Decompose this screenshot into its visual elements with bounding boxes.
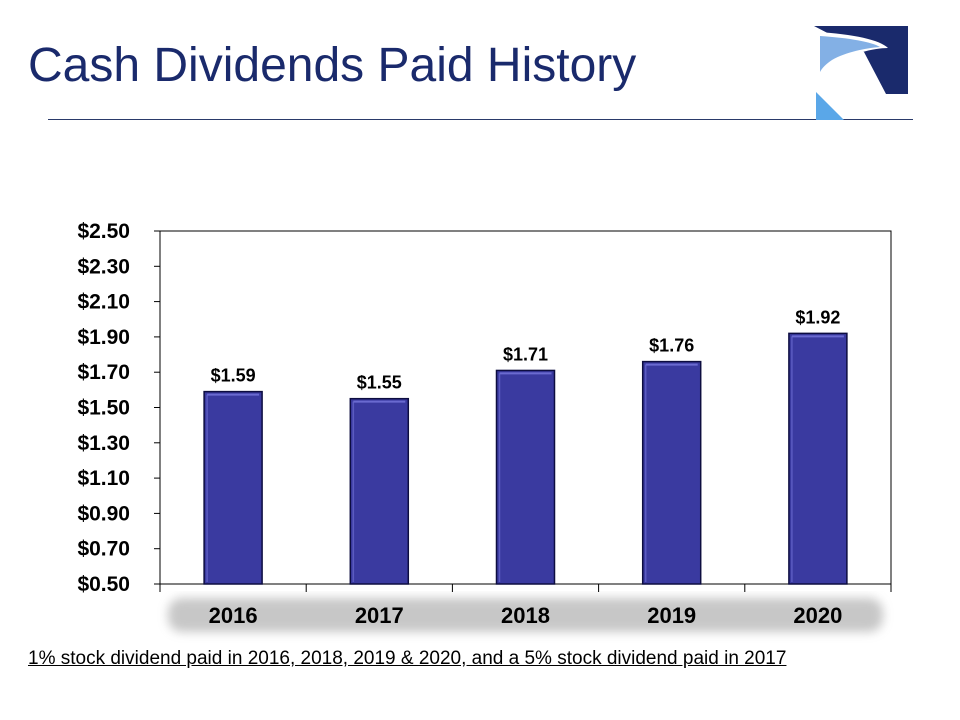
x-axis-shadow: [168, 598, 883, 632]
x-tick-label: 2019: [647, 603, 696, 628]
footnote: 1% stock dividend paid in 2016, 2018, 20…: [28, 648, 787, 669]
page-title: Cash Dividends Paid History: [28, 39, 637, 92]
road-logo-icon: [814, 26, 908, 120]
bar: [349, 397, 410, 585]
bar-2020: $1.92: [788, 307, 848, 585]
y-tick-label: $1.90: [77, 326, 130, 349]
y-tick-label: $1.10: [77, 467, 130, 490]
bars: $1.59 $1.55 $1.71 $1.76 $1.92: [203, 307, 848, 585]
title-divider: [48, 119, 913, 120]
y-tick-label: $2.30: [77, 255, 130, 278]
data-label: $1.71: [503, 344, 548, 364]
y-tick-label: $1.70: [77, 361, 130, 384]
x-axis-shadow-band: [168, 598, 883, 632]
x-tick-label: 2018: [501, 603, 550, 628]
x-tick-label: 2016: [209, 603, 258, 628]
y-tick-label: $1.30: [77, 432, 130, 455]
x-tick-label: 2020: [793, 603, 842, 628]
data-label: $1.59: [211, 366, 256, 386]
bar: [788, 332, 848, 585]
data-label: $1.55: [357, 373, 402, 393]
y-tick-label: $0.50: [77, 573, 130, 596]
y-tick-label: $0.90: [77, 502, 130, 525]
bar-2017: $1.55: [349, 373, 410, 585]
bar: [641, 360, 702, 585]
bar-2016: $1.59: [203, 366, 263, 585]
bar: [203, 390, 263, 585]
y-tick-label: $2.10: [77, 291, 130, 314]
y-tick-label: $1.50: [77, 397, 130, 420]
data-label: $1.92: [795, 307, 840, 327]
x-axis: 2016 2017 2018 2019 2020: [159, 584, 892, 628]
y-axis: $0.50 $0.70 $0.90 $1.10 $1.30 $1.50 $1.70 $1.90…: [77, 220, 160, 596]
x-tick-label: 2017: [355, 603, 404, 628]
bar-2018: $1.71: [495, 344, 556, 585]
data-label: $1.76: [649, 336, 694, 356]
y-tick-label: $0.70: [77, 538, 130, 561]
y-tick-label: $2.50: [77, 220, 130, 243]
bar-2019: $1.76: [641, 336, 702, 585]
bar: [495, 369, 556, 585]
